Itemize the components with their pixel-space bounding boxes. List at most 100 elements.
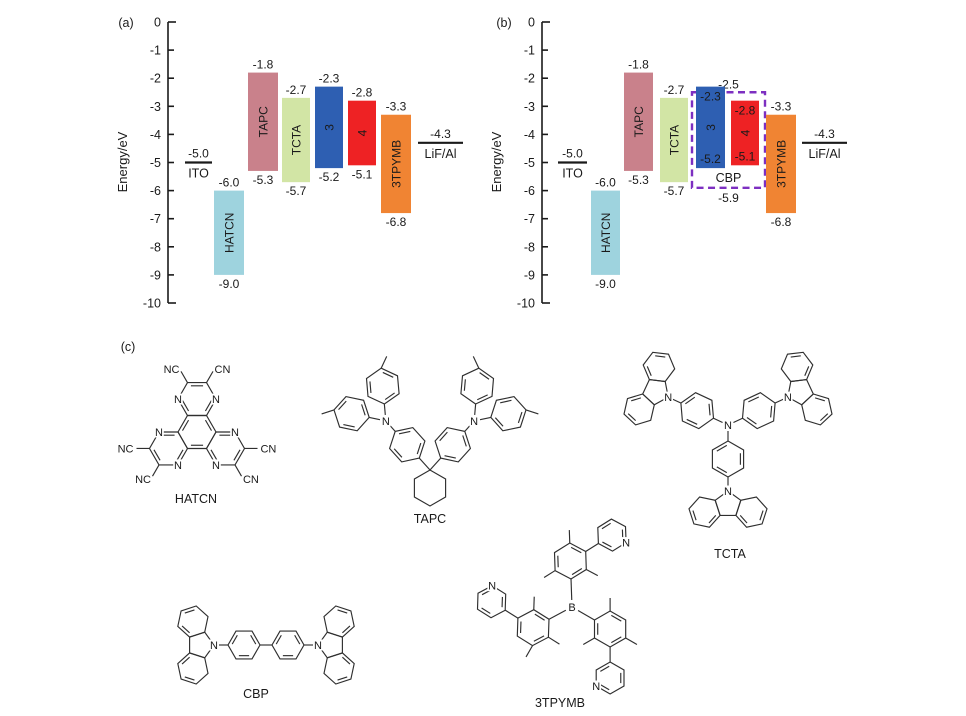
bar-name-label: HATCN [599,213,613,253]
y-tick-label: -10 [143,297,161,311]
panel-a: (a) 0 -1 -2 -3 -4 -5 -6 -7 -8 -9 -10 Energy/eV -5.0 IT… [115,16,463,311]
bar-tapc [624,72,653,171]
bar-top-value: -2.8 [735,104,756,118]
n-atom-label: N [592,681,600,693]
y-tick-label: -9 [524,268,535,282]
bar-hatcn [214,190,244,275]
bar-top-value: -2.8 [352,86,373,100]
y-tick-label: -3 [524,100,535,114]
section-tag: (c) [121,340,136,354]
y-tick-label: -8 [150,240,161,254]
bar-bottom-value: -6.8 [771,215,792,229]
molecule-tapc: N N TAPC [321,356,539,526]
bar-tcta [660,97,688,183]
n-atom-label: N [314,640,322,652]
y-tick-label: -1 [524,44,535,58]
bar-name-label: 3 [323,124,337,131]
n-atom-label: N [210,640,218,652]
electrode-value: -5.0 [188,147,209,161]
nc-group-label: NC [118,443,134,455]
n-atom-label: N [231,427,239,439]
n-atom-label: N [724,486,732,498]
n-atom-label: N [174,394,182,406]
panel-tag: (b) [496,16,511,30]
bar-bottom-value: -6.8 [386,215,407,229]
electrode-name: ITO [562,167,583,181]
bar-name-label: 3TPYMB [390,140,404,188]
bar-3tpymb [766,114,796,214]
n-atom-label: N [664,392,672,404]
electrode-name: LiF/Al [809,147,841,161]
molecule-name-tcta: TCTA [714,547,746,561]
n-atom-label: N [488,581,496,593]
host-bottom-value: -5.9 [718,191,739,205]
n-atom-label: N [470,416,478,428]
molecule-name-hatcn: HATCN [175,492,217,506]
n-atom-label: N [212,394,220,406]
bar-name-label: 3TPYMB [775,140,789,188]
bar-3 [696,86,725,169]
bar-top-value: -2.7 [286,83,307,97]
bar-top-value: -2.3 [700,90,721,104]
electrode-name: LiF/Al [425,147,457,161]
cn-group-label: CN [215,364,231,376]
bar-name-label: TAPC [257,106,271,137]
y-tick-label: 0 [528,16,535,30]
bar-tapc [248,72,278,171]
y-tick-label: -2 [150,72,161,86]
panel-b: (b) 0-1-2-3-4-5-6-7-8-9-10Energy/eV-2.5CB… [489,16,847,311]
b-atom-label: B [568,602,575,614]
y-tick-label: -4 [524,128,535,142]
bar-4 [731,100,759,166]
bar-name-label: 4 [739,129,753,136]
bar-top-value: -6.0 [595,176,616,190]
bar-top-value: -1.8 [628,58,649,72]
electrode-value: -4.3 [430,127,451,141]
molecule-cbp: N N CBP [177,605,355,701]
n-atom-label: N [724,420,732,432]
y-tick-label: -10 [517,297,535,311]
n-atom-label: N [622,538,630,550]
y-tick-label: -2 [524,72,535,86]
bar-bottom-value: -5.2 [700,152,721,166]
bar-name-label: TCTA [668,125,682,155]
bar-bottom-value: -5.7 [286,184,307,198]
y-tick-label: -1 [150,44,161,58]
y-tick-label: -5 [150,156,161,170]
bar-tcta [282,97,310,183]
bar-4 [348,100,376,166]
bar-bottom-value: -9.0 [219,277,240,291]
host-name-label: CBP [716,171,742,185]
bar-name-label: 4 [356,129,370,136]
n-atom-label: N [155,427,163,439]
bar-name-label: TAPC [632,106,646,137]
bar-3 [315,86,343,169]
bar-bottom-value: -5.7 [664,184,685,198]
electrode-value: -4.3 [814,127,835,141]
y-tick-label: -7 [524,212,535,226]
bar-3tpymb [381,114,411,214]
y-tick-label: -4 [150,128,161,142]
electrode-value: -5.0 [562,147,583,161]
nc-group-label: NC [164,364,180,376]
y-tick-label: -6 [150,184,161,198]
section-c: (c) [121,340,136,354]
y-tick-label: -9 [150,268,161,282]
molecule-tcta: N N N N TCTA [623,351,833,561]
molecule-name-3tpymb: 3TPYMB [535,696,585,710]
y-tick-label: -5 [524,156,535,170]
n-atom-label: N [174,460,182,472]
bar-name-label: TCTA [290,125,304,155]
n-atom-label: N [382,416,390,428]
bar-name-label: HATCN [223,213,237,253]
bar-top-value: -6.0 [219,176,240,190]
y-tick-label: -3 [150,100,161,114]
bar-bottom-value: -5.1 [352,167,373,181]
y-axis-title: Energy/eV [489,131,504,192]
y-tick-label: -6 [524,184,535,198]
bar-bottom-value: -9.0 [595,277,616,291]
molecule-name-cbp: CBP [243,687,269,701]
bar-bottom-value: -5.3 [253,173,274,187]
